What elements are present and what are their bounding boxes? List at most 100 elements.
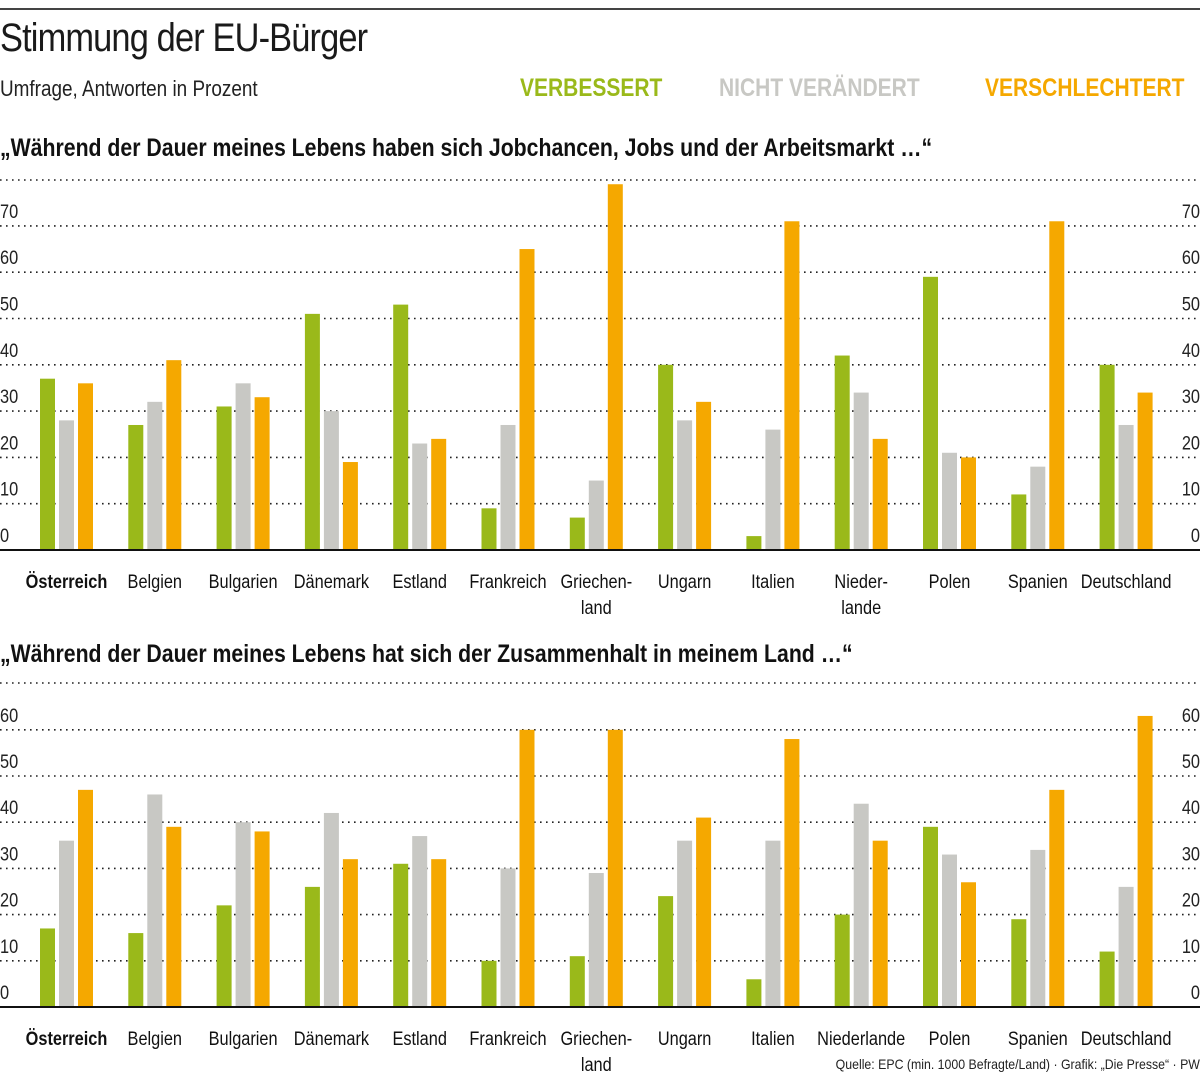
bar-verschlechtert	[519, 729, 535, 1007]
bar-verbessert	[746, 536, 762, 550]
bar-nicht-verändert	[323, 411, 339, 550]
bar-verschlechtert	[519, 249, 535, 551]
bar-verbessert	[658, 896, 674, 1007]
y-tick-right: 50	[1182, 751, 1200, 772]
bar-nicht-verändert	[765, 429, 781, 550]
x-tick-label: Polen	[929, 571, 971, 592]
chart-zusammenhalt: 0 0 10 10 20 20 30 30 40 40 50 50 60 60 Österreich Belg…	[0, 682, 1200, 1074]
bar-verschlechtert	[254, 397, 270, 550]
bar-nicht-verändert	[942, 452, 957, 550]
bar-verbessert	[128, 424, 144, 550]
bar-verschlechtert	[166, 826, 182, 1007]
y-tick-left: 10	[0, 479, 18, 500]
bar-verbessert	[216, 905, 232, 1007]
y-tick-right: 70	[1182, 201, 1200, 222]
bar-verbessert	[40, 378, 55, 550]
y-tick-left: 0	[0, 525, 9, 546]
bar-nicht-verändert	[1030, 466, 1046, 550]
y-tick-left: 20	[0, 432, 18, 453]
x-tick-label: Estland	[392, 571, 446, 592]
y-tick-left: 40	[0, 340, 18, 361]
bar-verschlechtert	[1049, 789, 1065, 1007]
y-tick-right: 60	[1182, 705, 1200, 726]
bar-verbessert	[658, 364, 674, 550]
y-tick-right: 60	[1182, 247, 1200, 268]
x-tick-label: Spanien	[1008, 571, 1068, 592]
x-tick-label: Griechen-land	[560, 571, 632, 618]
bar-nicht-verändert	[1118, 886, 1134, 1007]
chart-jobs: 0 0 10 10 20 20 30 30 40 40 50 50 60 60 70 70 Österreich…	[0, 179, 1200, 618]
y-tick-left: 0	[0, 982, 9, 1003]
bar-verschlechtert	[78, 789, 93, 1007]
bar-verschlechtert	[431, 859, 447, 1007]
y-tick-left: 30	[0, 386, 18, 407]
bar-nicht-verändert	[412, 836, 428, 1007]
source-note: Quelle: EPC (min. 1000 Befragte/Land) · …	[835, 1056, 1200, 1072]
bar-verschlechtert	[1049, 221, 1065, 550]
bar-nicht-verändert	[147, 401, 163, 550]
bar-verschlechtert	[872, 438, 888, 550]
bar-verbessert	[1099, 364, 1115, 550]
bar-verschlechtert	[431, 438, 447, 550]
x-tick-label: Italien	[751, 571, 795, 592]
bar-verschlechtert	[607, 729, 623, 1007]
bar-verschlechtert	[1137, 392, 1153, 550]
x-tick-label: Polen	[929, 1028, 971, 1049]
y-tick-right: 10	[1182, 479, 1200, 500]
top-rule	[0, 8, 1200, 10]
bar-nicht-verändert	[588, 873, 604, 1007]
x-tick-label: Frankreich	[469, 1028, 546, 1049]
x-tick-label: Nieder-lande	[834, 571, 888, 618]
y-tick-right: 20	[1182, 889, 1200, 910]
bar-verbessert	[481, 508, 497, 550]
bar-verbessert	[923, 276, 938, 550]
bar-verschlechtert	[607, 184, 623, 551]
x-tick-label: Griechen-land	[560, 1028, 632, 1074]
bar-nicht-verändert	[59, 420, 74, 550]
bar-verbessert	[40, 928, 55, 1007]
x-tick-label: Österreich	[26, 571, 108, 592]
bar-verschlechtert	[166, 360, 182, 550]
bar-verbessert	[834, 914, 850, 1007]
y-tick-right: 20	[1182, 432, 1200, 453]
y-tick-right: 50	[1182, 293, 1200, 314]
bar-verbessert	[834, 355, 850, 550]
bar-verbessert	[1011, 919, 1027, 1007]
bar-nicht-verändert	[147, 794, 163, 1007]
chart2-title: „Während der Dauer meines Lebens hat sic…	[0, 640, 853, 668]
bar-nicht-verändert	[677, 420, 693, 550]
bar-verbessert	[569, 956, 585, 1007]
bar-verschlechtert	[696, 817, 712, 1007]
bar-nicht-verändert	[942, 854, 957, 1007]
bar-verbessert	[481, 960, 497, 1007]
y-tick-left: 30	[0, 843, 18, 864]
chart1-title: „Während der Dauer meines Lebens haben s…	[0, 134, 933, 162]
chart-title: Stimmung der EU-Bürger	[0, 16, 368, 60]
y-tick-right: 30	[1182, 843, 1200, 864]
y-tick-right: 40	[1182, 340, 1200, 361]
x-tick-label: Dänemark	[294, 571, 369, 592]
x-tick-label: Niederlande	[817, 1028, 905, 1049]
y-tick-left: 20	[0, 889, 18, 910]
x-tick-label: Belgien	[128, 1028, 182, 1049]
bar-verschlechtert	[342, 859, 358, 1007]
bar-nicht-verändert	[1030, 849, 1046, 1007]
y-tick-right: 40	[1182, 797, 1200, 818]
y-tick-left: 50	[0, 751, 18, 772]
x-tick-label: Belgien	[128, 571, 182, 592]
bar-verbessert	[393, 863, 409, 1007]
bar-verschlechtert	[78, 383, 93, 550]
bar-nicht-verändert	[853, 803, 869, 1007]
bar-nicht-verändert	[500, 868, 516, 1007]
x-tick-label: Deutschland	[1081, 1028, 1172, 1049]
bar-nicht-verändert	[853, 392, 869, 550]
x-tick-label: Estland	[392, 1028, 446, 1049]
bar-verbessert	[923, 826, 938, 1007]
legend-item-verschlechtert: VERSCHLECHTERT	[985, 74, 1185, 102]
y-tick-left: 70	[0, 201, 18, 222]
bar-verbessert	[128, 933, 144, 1007]
bar-nicht-verändert	[235, 383, 251, 550]
bar-verbessert	[1011, 494, 1027, 550]
bar-nicht-verändert	[765, 840, 781, 1007]
x-tick-label: Dänemark	[294, 1028, 369, 1049]
